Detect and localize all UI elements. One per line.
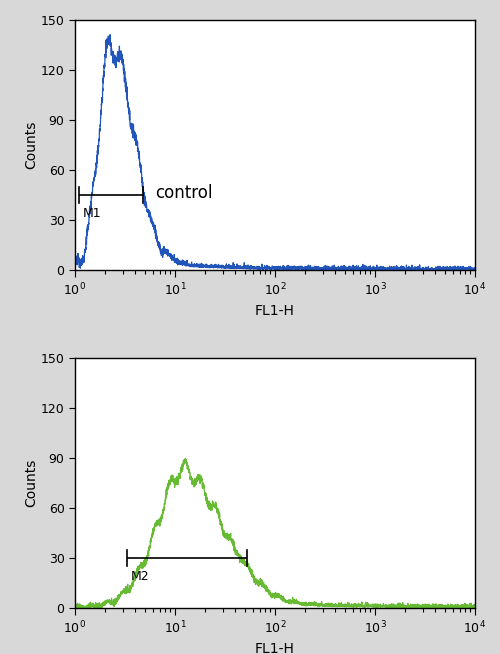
Y-axis label: Counts: Counts (24, 121, 38, 169)
X-axis label: FL1-H: FL1-H (255, 304, 295, 318)
Text: control: control (155, 184, 212, 202)
Text: M2: M2 (130, 570, 149, 583)
Y-axis label: Counts: Counts (24, 459, 38, 507)
X-axis label: FL1-H: FL1-H (255, 642, 295, 654)
Text: M1: M1 (82, 207, 101, 220)
